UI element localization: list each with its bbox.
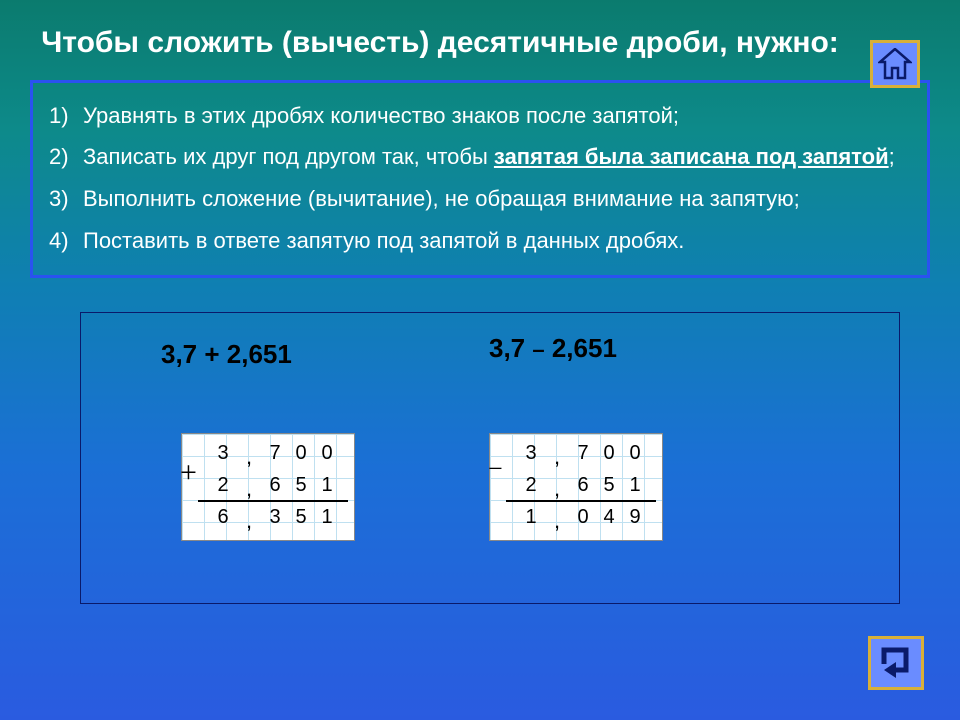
rule-item: 4) Поставить в ответе запятую под запято… bbox=[49, 220, 911, 262]
label-minus: – bbox=[532, 337, 544, 362]
digit-cell: 5 bbox=[290, 506, 312, 528]
rule-text: ; bbox=[889, 144, 895, 169]
digit-cell: 4 bbox=[598, 506, 620, 528]
rule-text: Поставить в ответе запятую под запятой в… bbox=[83, 228, 684, 253]
digit-cell: 3 bbox=[520, 442, 542, 464]
digit-cell: 1 bbox=[624, 474, 646, 496]
rule-item: 2) Записать их друг под другом так, чтоб… bbox=[49, 136, 911, 178]
digit-cell: 0 bbox=[290, 442, 312, 464]
back-button[interactable] bbox=[868, 636, 924, 690]
example1-label: 3,7 + 2,651 bbox=[161, 339, 292, 370]
digit-cell: 1 bbox=[316, 506, 338, 528]
digit-cell: 9 bbox=[624, 506, 646, 528]
rule-emphasis: запятая была записана под запятой bbox=[494, 144, 889, 169]
digit-cell: 0 bbox=[572, 506, 594, 528]
rule-text: Уравнять в этих дробях количество знаков… bbox=[83, 103, 679, 128]
digit-cell: 0 bbox=[316, 442, 338, 464]
page-title: Чтобы сложить (вычесть) десятичные дроби… bbox=[0, 0, 960, 80]
minus-sign: − bbox=[488, 454, 503, 484]
calc-addition: + 3,7002,6516,351 bbox=[181, 433, 355, 541]
digit-cell: 5 bbox=[290, 474, 312, 496]
comma-cell: , bbox=[546, 506, 568, 528]
comma-cell: , bbox=[546, 474, 568, 496]
comma-cell: , bbox=[238, 506, 260, 528]
rule-number: 2) bbox=[49, 142, 69, 172]
rule-number: 3) bbox=[49, 184, 69, 214]
comma-cell: , bbox=[238, 474, 260, 496]
digit-cell: 2 bbox=[520, 474, 542, 496]
digit-cell: 6 bbox=[212, 506, 234, 528]
rule-item: 3) Выполнить сложение (вычитание), не об… bbox=[49, 178, 911, 220]
home-button[interactable] bbox=[870, 40, 920, 88]
digit-cell: 1 bbox=[316, 474, 338, 496]
calc-subtraction: − 3,7002,6511,049 bbox=[489, 433, 663, 541]
rule-item: 1) Уравнять в этих дробях количество зна… bbox=[49, 95, 911, 137]
digit-cell: 0 bbox=[624, 442, 646, 464]
return-icon bbox=[876, 644, 916, 682]
digit-cell: 1 bbox=[520, 506, 542, 528]
digit-cell: 3 bbox=[212, 442, 234, 464]
digit-cell: 6 bbox=[264, 474, 286, 496]
result-line bbox=[506, 500, 656, 502]
result-line bbox=[198, 500, 348, 502]
rule-number: 4) bbox=[49, 226, 69, 256]
comma-cell: , bbox=[546, 442, 568, 464]
digit-cell: 2 bbox=[212, 474, 234, 496]
label-part: 3,7 bbox=[489, 333, 532, 363]
label-part: 2,651 bbox=[545, 333, 617, 363]
rules-box: 1) Уравнять в этих дробях количество зна… bbox=[30, 80, 930, 279]
digit-cell: 7 bbox=[572, 442, 594, 464]
digit-cell: 5 bbox=[598, 474, 620, 496]
rule-text: Выполнить сложение (вычитание), не обращ… bbox=[83, 186, 800, 211]
examples-panel: 3,7 + 2,651 3,7 – 2,651 + 3,7002,6516,35… bbox=[80, 312, 900, 604]
rule-number: 1) bbox=[49, 101, 69, 131]
rule-text: Записать их друг под другом так, чтобы bbox=[83, 144, 494, 169]
comma-cell: , bbox=[238, 442, 260, 464]
home-icon bbox=[878, 48, 912, 80]
digit-cell: 6 bbox=[572, 474, 594, 496]
digit-cell: 3 bbox=[264, 506, 286, 528]
digit-cell: 0 bbox=[598, 442, 620, 464]
plus-sign: + bbox=[180, 456, 197, 490]
digit-cell: 7 bbox=[264, 442, 286, 464]
example2-label: 3,7 – 2,651 bbox=[489, 333, 617, 364]
